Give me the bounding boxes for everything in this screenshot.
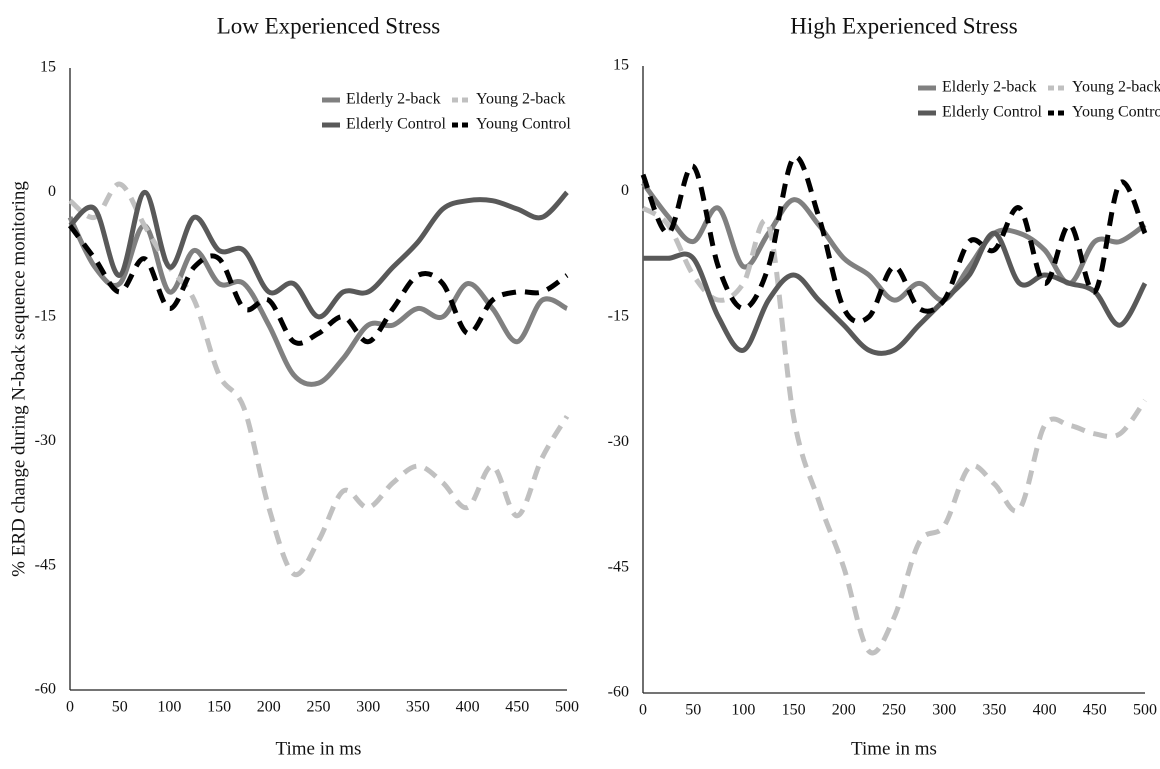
x-tick-label: 0	[66, 699, 74, 716]
x-tick-label: 500	[1133, 702, 1157, 719]
x-tick-label: 500	[555, 699, 579, 716]
y-tick-label: 15	[40, 59, 56, 76]
data-line	[641, 205, 1148, 656]
x-tick-label: 350	[982, 702, 1006, 719]
x-tick-label: 450	[1083, 702, 1107, 719]
legend-label: Young 2-back	[1072, 79, 1160, 96]
y-tick-label: -60	[35, 681, 56, 698]
x-tick-label: 400	[1033, 702, 1057, 719]
data-line	[67, 216, 569, 387]
x-tick-label: 150	[782, 702, 806, 719]
x-tick-label: 0	[639, 702, 647, 719]
legend-label: Elderly Control	[346, 116, 447, 133]
y-tick-label: 15	[613, 57, 629, 74]
x-tick-label: 150	[207, 699, 231, 716]
legend-label: Elderly Control	[942, 104, 1043, 121]
data-line	[68, 189, 569, 320]
x-tick-label: 50	[112, 699, 128, 716]
x-tick-label: 300	[932, 702, 956, 719]
x-tick-label: 100	[731, 702, 755, 719]
x-tick-label: 50	[685, 702, 701, 719]
data-line	[643, 230, 1148, 356]
x-tick-label: 450	[505, 699, 529, 716]
x-tick-label: 200	[832, 702, 856, 719]
x-axis-label: Time in ms	[276, 738, 362, 759]
y-tick-label: 0	[48, 183, 56, 200]
x-tick-label: 350	[406, 699, 430, 716]
y-tick-label: -30	[35, 432, 56, 449]
legend-label: Young 2-back	[476, 91, 565, 108]
y-tick-label: 0	[621, 182, 629, 199]
y-tick-label: -30	[608, 433, 629, 450]
x-axis-label: Time in ms	[851, 738, 937, 759]
x-tick-label: 300	[356, 699, 380, 716]
x-tick-label: 200	[257, 699, 281, 716]
legend-label: Young Control	[476, 116, 571, 133]
y-tick-label: -15	[608, 307, 629, 324]
y-tick-label: -45	[608, 558, 629, 575]
data-line	[640, 154, 1148, 325]
chart-title: Low Experienced Stress	[217, 13, 441, 38]
legend-label: Elderly 2-back	[942, 79, 1037, 96]
chart-title: High Experienced Stress	[790, 13, 1017, 38]
legend-label: Elderly 2-back	[346, 91, 441, 108]
legend-label: Young Control	[1072, 104, 1160, 121]
x-tick-label: 100	[157, 699, 181, 716]
x-tick-label: 250	[307, 699, 331, 716]
y-tick-label: -15	[35, 307, 56, 324]
y-tick-label: -60	[608, 684, 629, 701]
x-tick-label: 400	[456, 699, 480, 716]
data-line	[68, 181, 570, 578]
x-tick-label: 250	[882, 702, 906, 719]
y-axis-label: % ERD change during N-back sequence moni…	[8, 181, 29, 577]
data-line	[67, 224, 569, 346]
y-tick-label: -45	[35, 556, 56, 573]
